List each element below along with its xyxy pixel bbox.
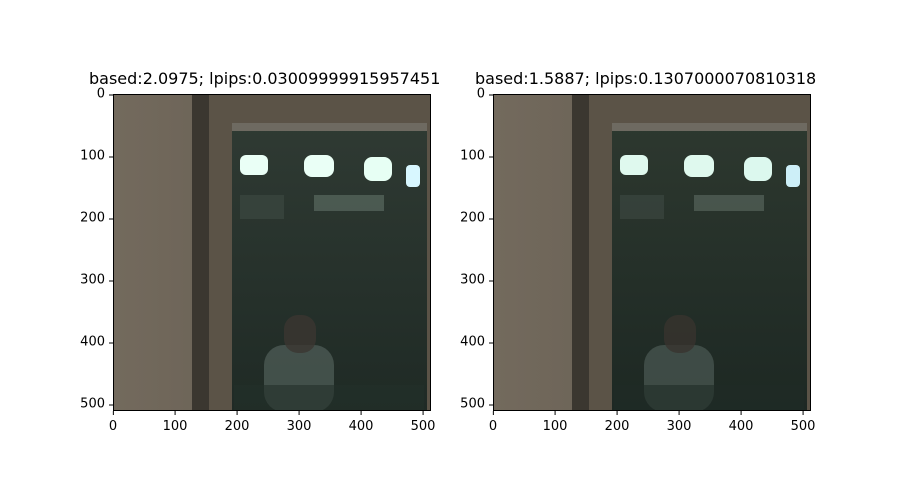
right-x-tick-400: 400	[728, 411, 754, 434]
left-panel-title: based:2.0975; lpips:0.03009999915957451	[89, 69, 441, 88]
left-photo	[114, 95, 430, 410]
left-y-tick-500: 500	[80, 396, 113, 412]
left-panel: based:2.0975; lpips:0.03009999915957451	[0, 0, 440, 500]
right-x-tick-200: 200	[604, 411, 630, 434]
right-y-tick-500: 500	[460, 396, 493, 412]
left-x-tick-500: 500	[410, 411, 436, 434]
right-x-tick-300: 300	[666, 411, 692, 434]
left-y-tick-100: 100	[80, 148, 113, 164]
right-y-ticks: 0 100 200 300 400 500	[380, 87, 494, 412]
right-panel: based:1.5887; lpips:0.1307000070810318	[380, 0, 816, 500]
right-y-tick-300: 300	[460, 272, 493, 288]
right-x-tick-0: 0	[488, 411, 498, 434]
left-y-tick-200: 200	[80, 210, 113, 226]
left-image-axes	[113, 94, 431, 411]
left-x-ticks: 0 100 200 300 400 500	[109, 411, 435, 441]
left-x-tick-300: 300	[286, 411, 312, 434]
right-y-tick-0: 0	[476, 86, 494, 102]
right-x-tick-100: 100	[542, 411, 568, 434]
right-y-tick-100: 100	[460, 148, 493, 164]
left-y-tick-0: 0	[96, 86, 114, 102]
left-x-tick-100: 100	[162, 411, 188, 434]
left-y-tick-400: 400	[80, 334, 113, 350]
right-panel-title: based:1.5887; lpips:0.1307000070810318	[475, 69, 817, 88]
left-y-ticks: 0 100 200 300 400 500	[0, 87, 114, 412]
left-x-tick-200: 200	[224, 411, 250, 434]
left-x-tick-0: 0	[108, 411, 118, 434]
left-x-tick-400: 400	[348, 411, 374, 434]
right-y-tick-200: 200	[460, 210, 493, 226]
right-x-ticks: 0 100 200 300 400 500	[489, 411, 815, 441]
left-y-tick-300: 300	[80, 272, 113, 288]
right-x-tick-500: 500	[790, 411, 816, 434]
right-photo	[494, 95, 810, 410]
right-y-tick-400: 400	[460, 334, 493, 350]
right-image-axes	[493, 94, 811, 411]
